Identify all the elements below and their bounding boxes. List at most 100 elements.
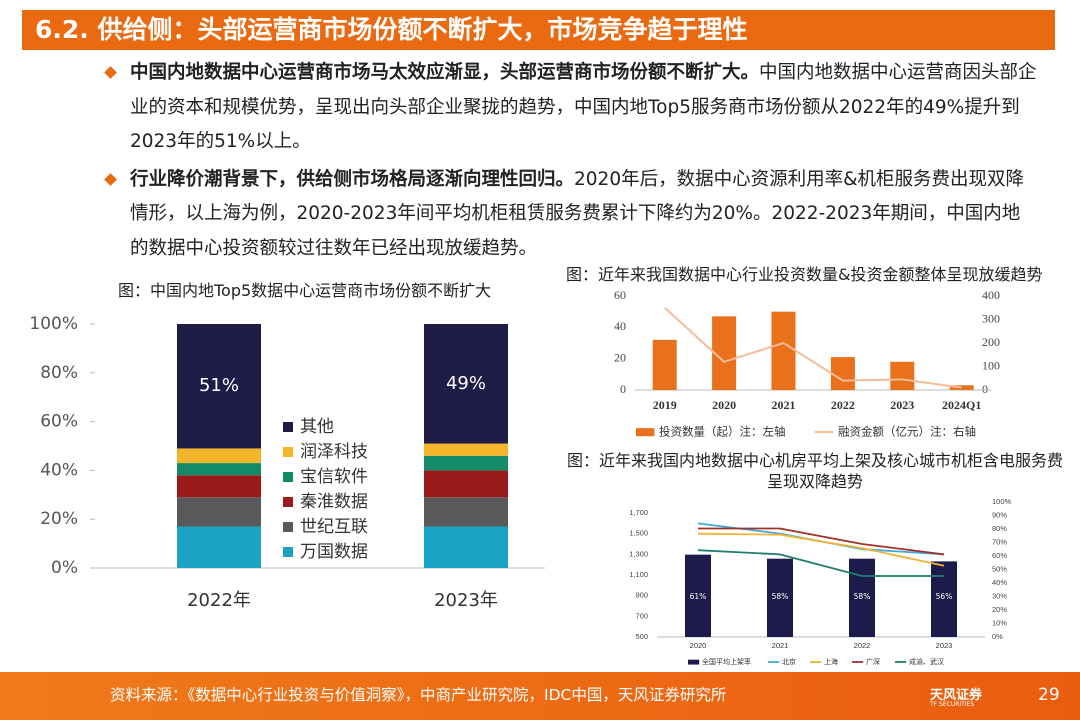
line xyxy=(697,532,945,567)
x-tick-label: 2022 xyxy=(854,641,871,650)
legend-label: 全国平均上架率 xyxy=(702,657,751,666)
tick-label: 40 xyxy=(614,319,626,333)
tick-label: 100% xyxy=(992,497,1012,506)
tick-label: 70% xyxy=(992,537,1007,546)
tick-label: 400 xyxy=(982,288,1000,302)
bullet-list: 中国内地数据中心运营商市场马太效应渐显，头部运营商市场份额不断扩大。中国内地数据… xyxy=(130,56,1038,269)
y-tick-label: 0% xyxy=(51,558,78,578)
bar-segment xyxy=(177,475,261,498)
legend-swatch xyxy=(636,428,655,437)
bar-segment xyxy=(177,324,261,449)
legend-label: 世纪互联 xyxy=(300,517,368,537)
tick-label: 900 xyxy=(635,591,648,600)
y-tick-label: 80% xyxy=(40,363,78,383)
chart-title: 图：中国内地Top5数据中心运营商市场份额不断扩大 xyxy=(118,281,492,300)
tick-label: 60% xyxy=(992,551,1007,560)
legend-swatch xyxy=(283,422,293,432)
legend-label: 其他 xyxy=(300,417,334,437)
tick-label: 1,300 xyxy=(629,549,648,558)
legend-label: 秦淮数据 xyxy=(300,492,368,512)
logo-en: TF SECURITIES xyxy=(930,701,975,708)
tick-label: 40% xyxy=(992,578,1007,587)
bar xyxy=(767,558,793,637)
logo: 天风证券 xyxy=(930,688,983,703)
bar xyxy=(771,311,796,390)
bar-segment xyxy=(177,463,261,476)
bar-segment xyxy=(424,324,508,444)
bar-segment xyxy=(177,448,261,464)
legend-label: 万国数据 xyxy=(300,542,368,562)
legend-swatch xyxy=(283,547,293,557)
tick-label: 20% xyxy=(992,605,1007,614)
legend-swatch xyxy=(283,472,293,482)
header-title: 6.2. 供给侧：头部运营商市场份额不断扩大，市场竞争趋于理性 xyxy=(35,15,748,44)
legend-label: 润泽科技 xyxy=(300,442,368,462)
bar xyxy=(652,339,677,390)
footer: 资料来源：《数据中心行业投资与价值洞察》，中商产业研究院，IDC中国，天风证券研… xyxy=(0,672,1080,720)
tick-label: 100 xyxy=(982,358,1000,372)
value-label: 61% xyxy=(690,592,707,601)
bullet-lead: 行业降价潮背景下，供给侧市场格局逐渐向理性回归。 xyxy=(130,168,575,190)
legend-label: 上海 xyxy=(824,657,838,666)
bullet: 行业降价潮背景下，供给侧市场格局逐渐向理性回归。2020年后，数据中心资源利用率… xyxy=(130,163,1038,267)
x-tick-label: 2021 xyxy=(772,641,789,650)
tick-label: 0 xyxy=(982,382,988,396)
charts: 0% 20% 40% 60% 80% 100% 2022年 51% 2023年 49% 万国数据 世纪… xyxy=(29,288,1012,666)
tick-label: 700 xyxy=(635,611,648,620)
bar xyxy=(931,561,957,637)
chart-title: 图：近年来我国数据中心行业投资数量&投资金额整体呈现放缓趋势 xyxy=(566,265,1043,284)
value-label: 56% xyxy=(936,592,953,601)
tick-label: 0% xyxy=(992,632,1003,641)
tick-label: 1,700 xyxy=(629,508,648,517)
line xyxy=(697,549,944,577)
line xyxy=(664,307,962,389)
legend-label: 成渝、武汉 xyxy=(909,657,944,666)
bar-segment xyxy=(424,526,508,568)
bar-segment xyxy=(177,526,261,568)
tick-label: 50% xyxy=(992,564,1007,573)
y-tick-label: 60% xyxy=(40,412,78,432)
bullet: 中国内地数据中心运营商市场马太效应渐显，头部运营商市场份额不断扩大。中国内地数据… xyxy=(130,56,1038,160)
tick-label: 1,100 xyxy=(629,570,648,579)
tick-label: 80% xyxy=(992,524,1007,533)
bullet-text: 中国内地数据中心运营商因头部企业的资本和规模优势，呈现出向头部企业聚拢的趋势，中… xyxy=(130,62,1037,152)
bar xyxy=(685,554,711,637)
tick-label: 200 xyxy=(982,335,1000,349)
legend-swatch xyxy=(283,447,293,457)
value-label: 58% xyxy=(854,592,871,601)
bar-segment xyxy=(424,455,508,471)
value-label: 51% xyxy=(199,375,239,396)
value-label: 58% xyxy=(772,592,789,601)
bar-segment xyxy=(424,443,508,456)
bar-segment xyxy=(424,497,508,527)
line xyxy=(698,527,945,556)
value-label: 49% xyxy=(446,373,486,394)
bar-segment xyxy=(177,497,261,527)
legend-swatch xyxy=(688,659,700,665)
tick-label: 0 xyxy=(620,382,626,396)
source: 资料来源：《数据中心行业投资与价值洞察》，中商产业研究院，IDC中国，天风证券研… xyxy=(110,686,727,704)
tick-label: 10% xyxy=(992,618,1007,627)
legend-swatch xyxy=(283,497,293,507)
bar-segment xyxy=(424,470,508,498)
x-tick-label: 2022年 xyxy=(187,590,251,611)
bar xyxy=(849,558,875,637)
bullet-text: 2020年后，数据中心资源利用率&机柜服务费出现双降情形，以上海为例，2020-… xyxy=(130,168,1025,259)
bar xyxy=(830,357,855,390)
x-tick-label: 2023 xyxy=(890,398,914,412)
tick-label: 1,500 xyxy=(629,529,648,538)
legend-label: 投资数量（起）注：左轴 xyxy=(659,425,786,439)
tick-label: 20 xyxy=(614,350,626,364)
x-tick-label: 2020 xyxy=(712,398,736,412)
x-tick-label: 2022 xyxy=(831,398,855,412)
x-tick-label: 2019 xyxy=(653,398,677,412)
tick-label: 300 xyxy=(982,311,1000,325)
x-tick-label: 2023 xyxy=(936,641,953,650)
chart-title: 图：近年来我国内地数据中心机房平均上架及核心城市机柜含电服务费呈现双降趋势 xyxy=(566,451,1063,491)
y-tick-label: 40% xyxy=(40,460,78,480)
x-tick-label: 2023年 xyxy=(434,590,498,611)
legend-label: 北京 xyxy=(782,657,796,666)
y-tick-label: 20% xyxy=(40,509,78,529)
x-tick-label: 2024Q1 xyxy=(942,398,981,412)
